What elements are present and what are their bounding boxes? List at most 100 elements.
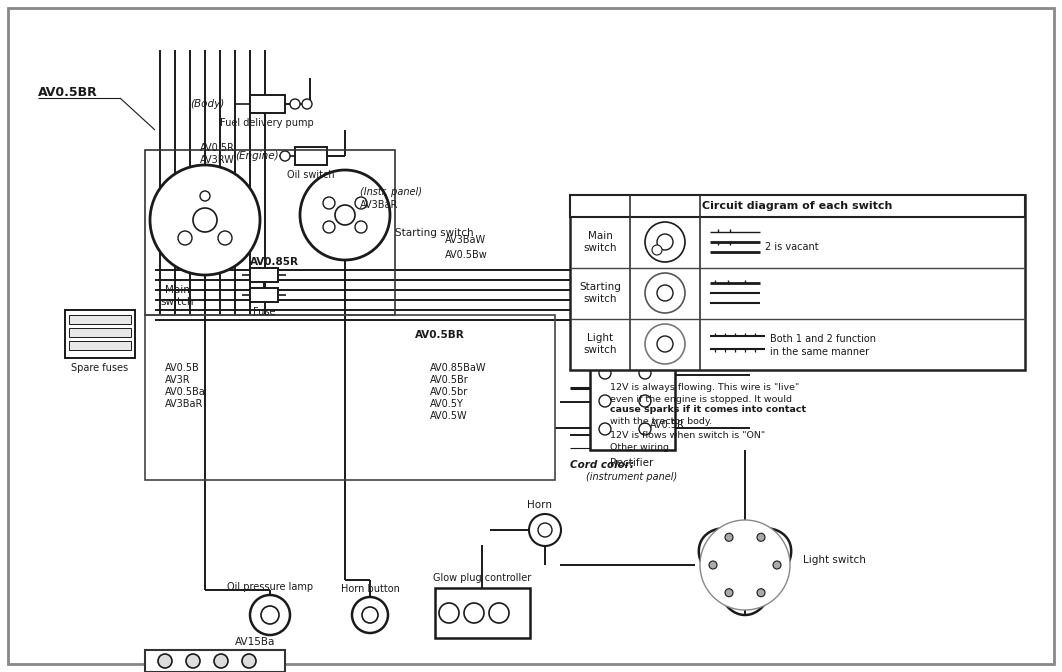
Circle shape [639,423,651,435]
Bar [570,195,1025,370]
Text: Rectifier: Rectifier [611,458,654,468]
Bar [250,268,278,282]
Text: Both 1 and 2 function: Both 1 and 2 function [770,334,876,344]
Circle shape [290,99,299,109]
Text: AV0.5R: AV0.5R [200,143,235,153]
Text: AV0.85BaW: AV0.85BaW [430,363,486,373]
Circle shape [335,205,355,225]
Circle shape [439,603,459,623]
Circle shape [599,367,611,379]
Text: Oil switch: Oil switch [287,170,335,180]
Bar [69,341,131,350]
Bar [65,310,135,358]
Bar [590,355,675,450]
Text: 12V is always flowing. This wire is "live": 12V is always flowing. This wire is "liv… [610,384,800,392]
Circle shape [186,654,200,668]
Circle shape [757,589,765,597]
Circle shape [652,245,662,255]
Circle shape [725,534,733,541]
Text: Circuit diagram of each switch: Circuit diagram of each switch [702,201,892,211]
Text: AV0.5Y: AV0.5Y [430,399,464,409]
Text: Light switch: Light switch [803,555,866,565]
Text: Horn: Horn [528,500,552,510]
Text: AV0.85R: AV0.85R [250,257,299,267]
Circle shape [261,606,279,624]
Bar [145,315,555,480]
Text: Starting switch: Starting switch [395,228,474,238]
Text: 12V is flows when switch is "ON": 12V is flows when switch is "ON" [610,431,765,439]
Circle shape [250,595,290,635]
Text: Fuse: Fuse [253,307,275,317]
Circle shape [355,197,367,209]
Text: AV0.5R: AV0.5R [650,420,685,430]
Circle shape [323,221,335,233]
Text: Light
switch: Light switch [583,333,617,355]
Circle shape [639,395,651,407]
Text: AV0.5BR: AV0.5BR [38,87,98,99]
Circle shape [657,285,673,301]
Text: (Engine): (Engine) [235,151,278,161]
Circle shape [657,336,673,352]
Bar [295,147,327,165]
Circle shape [242,654,256,668]
Text: AV3R: AV3R [165,375,190,385]
Circle shape [700,520,790,610]
Text: Other wiring: Other wiring [610,444,669,452]
Bar [435,588,530,638]
Text: AV3RW: AV3RW [200,155,235,165]
Text: AV3BaR: AV3BaR [360,200,398,210]
Circle shape [178,231,192,245]
Text: with the tractor body.: with the tractor body. [610,417,713,425]
Bar [570,195,1025,217]
Bar [250,95,285,113]
Circle shape [464,603,484,623]
Circle shape [323,197,335,209]
Text: Oil pressure lamp: Oil pressure lamp [227,582,313,592]
Text: in the same manner: in the same manner [770,347,869,357]
Text: AV0.5br: AV0.5br [430,387,468,397]
Text: Horn button: Horn button [341,584,399,594]
Text: AV0.5Br: AV0.5Br [430,375,468,385]
Text: cause sparks if it comes into contact: cause sparks if it comes into contact [610,405,806,415]
Text: AV3BaR: AV3BaR [165,399,204,409]
Circle shape [657,234,673,250]
Circle shape [489,603,509,623]
Text: Fuel delivery pump: Fuel delivery pump [220,118,314,128]
Circle shape [200,191,210,201]
Circle shape [773,561,781,569]
Circle shape [355,221,367,233]
Circle shape [280,151,290,161]
Text: (Instr. panel): (Instr. panel) [360,187,422,197]
Circle shape [352,597,388,633]
Circle shape [150,165,260,275]
Circle shape [302,99,312,109]
Text: 2 is vacant: 2 is vacant [765,242,819,252]
Bar [69,315,131,324]
Text: Glow plug controller: Glow plug controller [433,573,531,583]
Circle shape [639,367,651,379]
Circle shape [645,273,685,313]
Circle shape [218,231,232,245]
Bar [145,150,395,315]
Text: AV0.5BR: AV0.5BR [415,330,465,340]
Bar [145,650,285,672]
Circle shape [158,654,172,668]
Text: even if the engine is stopped. It would: even if the engine is stopped. It would [610,394,792,403]
Circle shape [193,208,217,232]
Text: AV0.5B: AV0.5B [165,363,200,373]
Text: (instrument panel): (instrument panel) [586,472,678,482]
Text: Cord color:: Cord color: [570,460,634,470]
Circle shape [725,589,733,597]
Text: AV3BaW: AV3BaW [445,235,486,245]
Circle shape [529,514,561,546]
Bar [69,328,131,337]
Text: AV0.5W: AV0.5W [430,411,467,421]
Circle shape [709,561,717,569]
Circle shape [299,170,390,260]
Text: Main
switch: Main switch [160,285,193,306]
Circle shape [362,607,378,623]
Text: AV15Ba: AV15Ba [235,637,275,647]
Circle shape [757,534,765,541]
Text: Main
switch: Main switch [583,231,617,253]
Text: AV0.5Bw: AV0.5Bw [445,250,487,260]
